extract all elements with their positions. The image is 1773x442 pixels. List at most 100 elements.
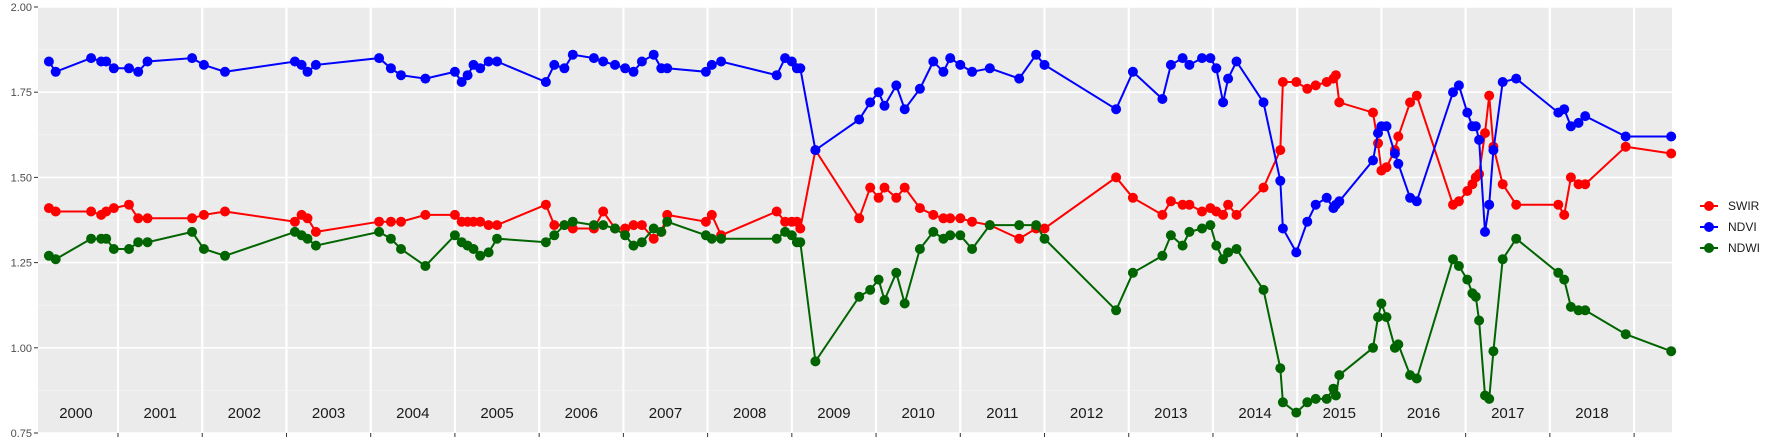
ndwi-point xyxy=(385,233,396,244)
ndvi-point xyxy=(1231,56,1242,67)
ndwi-point xyxy=(706,233,717,244)
ndwi-point xyxy=(716,233,727,244)
ndwi-point xyxy=(588,220,599,231)
ndwi-point xyxy=(1258,284,1269,295)
ndvi-point xyxy=(1470,121,1481,132)
ndwi-point xyxy=(662,216,673,227)
ndvi-point xyxy=(1480,226,1490,237)
swir-point xyxy=(1197,206,1207,217)
ndwi-point xyxy=(302,233,313,244)
ndvi-point xyxy=(928,56,939,67)
legend-item-swir: SWIR xyxy=(1700,199,1760,213)
ndvi-point xyxy=(879,100,890,111)
ndwi-point xyxy=(1620,329,1631,340)
ndvi-point xyxy=(899,104,910,115)
ndvi-point xyxy=(1511,73,1522,84)
ndvi-point xyxy=(220,66,230,77)
ndvi-point xyxy=(1565,121,1576,132)
ndwi-point xyxy=(771,233,782,244)
ndvi-point xyxy=(1620,131,1631,142)
year-label: 2004 xyxy=(396,405,429,422)
swir-point xyxy=(1157,209,1168,220)
ndwi-point xyxy=(1211,240,1222,251)
ndvi-point xyxy=(101,56,112,67)
swir-point xyxy=(1310,80,1321,91)
ndvi-point xyxy=(540,77,551,87)
ndvi-point xyxy=(1497,77,1508,87)
ndvi-point xyxy=(1211,63,1222,74)
ndvi-point xyxy=(310,59,321,70)
swir-point xyxy=(1111,172,1122,183)
ndvi-point xyxy=(1039,59,1050,70)
swir-point xyxy=(1218,209,1229,220)
ndvi-point xyxy=(771,70,782,81)
ndwi-point xyxy=(101,233,112,244)
swir-point xyxy=(648,233,659,244)
ndwi-point xyxy=(1376,298,1387,309)
ndwi-point xyxy=(1565,301,1576,312)
swir-point xyxy=(483,220,494,231)
swir-point xyxy=(1368,107,1378,118)
year-label: 2008 xyxy=(733,405,766,422)
ndvi-point xyxy=(475,63,486,74)
legend-label: SWIR xyxy=(1728,199,1760,213)
year-label: 2012 xyxy=(1070,405,1103,422)
data-series xyxy=(43,49,1677,418)
year-label: 2015 xyxy=(1323,405,1356,422)
swir-point xyxy=(108,203,119,214)
ndvi-point xyxy=(795,63,806,74)
ndvi-point xyxy=(955,59,966,70)
ndwi-point xyxy=(1111,305,1122,316)
ndvi-point xyxy=(1368,155,1378,166)
swir-point xyxy=(891,192,902,203)
ndvi-point xyxy=(706,59,717,70)
ndvi-point xyxy=(456,77,467,87)
swir-point xyxy=(289,216,300,227)
swir-point xyxy=(1559,209,1570,220)
ndwi-point xyxy=(1205,220,1216,231)
ndwi-point xyxy=(1302,397,1313,408)
swir-point xyxy=(1480,128,1490,139)
ndwi-point xyxy=(1197,223,1207,234)
swir-point xyxy=(1666,148,1677,159)
swir-point xyxy=(133,213,144,224)
ndwi-point xyxy=(449,230,460,241)
legend-key-point xyxy=(1704,222,1714,232)
ndwi-point xyxy=(598,220,609,231)
legend-key-point xyxy=(1704,243,1714,253)
ndwi-point xyxy=(187,226,198,237)
ndvi-point xyxy=(420,73,431,84)
ndwi-point xyxy=(133,237,144,248)
ndvi-point xyxy=(1411,196,1422,207)
ndwi-point xyxy=(50,254,61,265)
ndwi-point xyxy=(1453,261,1464,271)
ndwi-point xyxy=(945,230,956,241)
ndvi-point xyxy=(492,56,502,67)
swir-point xyxy=(1275,145,1286,156)
ndvi-point xyxy=(716,56,727,67)
ndwi-point xyxy=(1334,370,1345,381)
ndwi-point xyxy=(142,237,153,248)
ndwi-point xyxy=(559,220,570,231)
ndvi-point xyxy=(1111,104,1122,115)
ndwi-point xyxy=(1470,291,1481,302)
ndvi-point xyxy=(462,70,473,81)
swir-point xyxy=(302,213,313,224)
ndwi-point xyxy=(1031,220,1042,231)
ndvi-point xyxy=(1488,145,1499,156)
ndvi-point xyxy=(620,63,631,74)
ndwi-point xyxy=(475,250,486,261)
swir-point xyxy=(86,206,97,217)
ndwi-point xyxy=(795,237,806,248)
ndwi-point xyxy=(1580,305,1591,316)
ndvi-point xyxy=(610,59,620,70)
series-ndvi xyxy=(43,49,1677,258)
ndwi-point xyxy=(1321,393,1332,404)
ndvi-point xyxy=(1393,158,1404,169)
ndwi-point xyxy=(549,230,560,241)
ndvi-point xyxy=(1334,196,1345,207)
swir-point xyxy=(873,192,884,203)
swir-point xyxy=(1258,182,1269,193)
swir-point xyxy=(854,213,865,224)
swir-point xyxy=(700,216,711,227)
